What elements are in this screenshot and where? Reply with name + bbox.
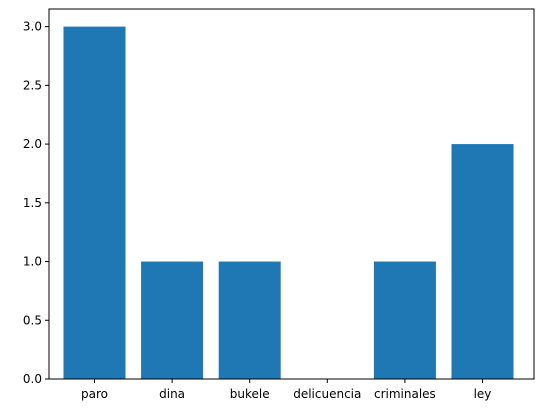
x-tick-label: dina <box>159 387 185 401</box>
y-axis-ticks: 0.0 0.5 1.0 1.5 2.0 2.5 3.0 <box>23 20 49 386</box>
plot-frame <box>48 8 535 380</box>
y-tick-label: 1.0 <box>23 255 42 269</box>
bar-dina <box>141 261 204 379</box>
bar-series <box>63 26 514 380</box>
x-tick-label: paro <box>81 387 108 401</box>
bar-paro <box>63 26 126 380</box>
y-tick-label: 2.0 <box>23 137 42 151</box>
x-tick-label: bukele <box>230 387 270 401</box>
x-tick-label: ley <box>474 387 492 401</box>
y-tick-label: 2.5 <box>23 78 42 92</box>
y-tick-label: 3.0 <box>23 20 42 34</box>
x-axis-ticks: paro dina bukele delicuencia criminales ley <box>81 379 491 401</box>
x-tick-label: criminales <box>374 387 436 401</box>
bar-ley <box>451 144 514 379</box>
bar-bukele <box>218 261 281 379</box>
x-tick-label: delicuencia <box>293 387 361 401</box>
bar-criminales <box>373 261 436 379</box>
y-tick-label: 0.5 <box>23 313 42 327</box>
y-tick-label: 0.0 <box>23 372 42 386</box>
y-tick-label: 1.5 <box>23 196 42 210</box>
